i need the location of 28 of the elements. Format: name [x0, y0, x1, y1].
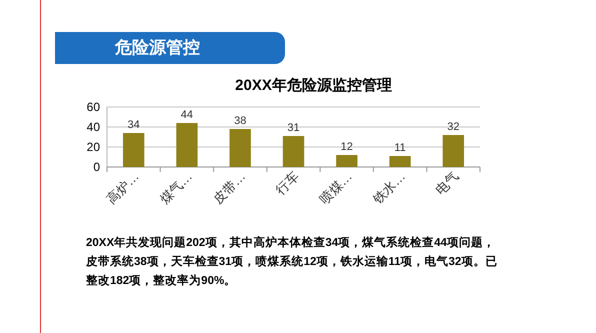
x-tick-label: 高炉… [104, 168, 142, 207]
x-tick-label: 喷煤… [316, 168, 355, 207]
data-label: 34 [128, 119, 140, 131]
bar [389, 156, 411, 167]
y-tick-label: 40 [86, 120, 100, 134]
data-label: 11 [394, 142, 406, 154]
bar [442, 135, 464, 167]
x-tick-label: 铁水… [369, 168, 408, 208]
data-label: 12 [340, 141, 353, 153]
y-tick-label: 0 [93, 160, 100, 174]
data-label: 44 [180, 109, 194, 121]
x-tick-label: 电气 [432, 168, 462, 198]
y-tick-label: 60 [86, 100, 100, 114]
bar [336, 155, 358, 167]
data-label: 32 [447, 121, 460, 133]
data-label: 31 [287, 122, 300, 134]
text: 20XX年共发现问题202项，其中高炉本体检查34项，煤气系统检查44项问题，皮带系统38项，天车检查31项，喷煤系统12项，铁水运输11项，电气32项。已整改182项，整改率为90%。 [86, 235, 498, 289]
bar [176, 123, 198, 167]
data-label: 38 [234, 115, 246, 127]
x-tick-label: 行车 [272, 168, 302, 198]
x-tick-label: 煤气… [156, 168, 196, 207]
bar [230, 129, 251, 167]
chart-title: 20XX年危险源监控管理 [235, 77, 392, 94]
y-tick-label: 20 [86, 140, 100, 154]
text: 危险源管控 [55, 32, 285, 64]
bar [122, 133, 144, 167]
x-tick-label: 皮带… [210, 168, 248, 207]
bar [282, 136, 304, 167]
